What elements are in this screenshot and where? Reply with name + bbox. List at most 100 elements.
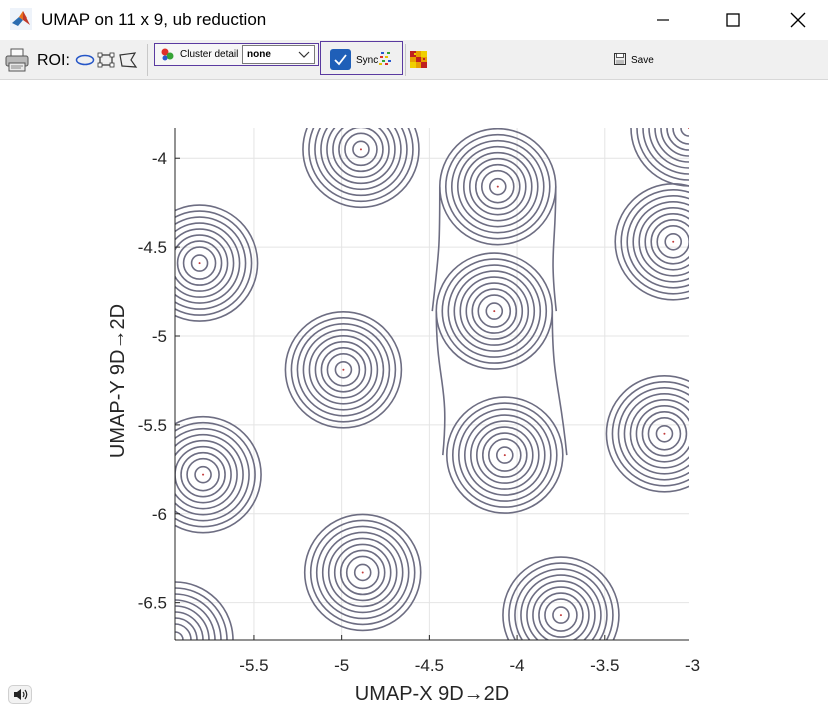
contour-line [552, 606, 570, 624]
contour-line [339, 549, 386, 596]
contour-line [456, 145, 539, 228]
x-tick-label: -3 [685, 656, 700, 675]
contour-line [309, 519, 416, 626]
maximize-icon [726, 13, 740, 27]
contour-line [474, 163, 521, 210]
contour-line [630, 128, 689, 187]
contour-line [444, 133, 551, 240]
contour-line [327, 537, 398, 608]
contour-line [450, 139, 545, 234]
contour-line [431, 186, 441, 312]
contour-line [175, 204, 259, 322]
contour-line [190, 254, 209, 272]
cluster-detail-select[interactable]: none [242, 45, 315, 64]
sync-label: Sync [356, 55, 379, 66]
contour-line [176, 240, 223, 286]
contour-line [320, 346, 367, 393]
contour-line [314, 128, 408, 197]
contour-line [617, 386, 689, 481]
contour-line [611, 380, 689, 487]
contour-line [551, 311, 568, 456]
contour-line [644, 212, 689, 271]
contour-line [496, 446, 514, 464]
contour-line [446, 396, 564, 514]
contour-line [308, 128, 414, 203]
contour-line [526, 580, 596, 640]
sync-control: Sync [320, 41, 403, 75]
cluster-detail-label: Cluster detail [180, 49, 239, 60]
contour-line [332, 128, 390, 179]
speaker-button[interactable] [8, 685, 32, 704]
x-tick-label: -4 [510, 656, 525, 675]
contour-line [464, 414, 546, 496]
contour-line [326, 128, 396, 185]
x-axis-label: UMAP-X 9D→2D [355, 683, 509, 704]
cluster-center-point [493, 310, 496, 313]
cluster-center-point [663, 432, 666, 435]
contour-line [296, 322, 391, 417]
contour-line [182, 246, 217, 280]
contour-line [302, 128, 420, 209]
minimize-button[interactable] [628, 0, 698, 40]
y-tick-label: -4.5 [138, 238, 167, 257]
contour-line [485, 302, 504, 320]
contour-line [477, 294, 512, 328]
contour-line [656, 224, 689, 259]
speaker-icon [14, 689, 28, 700]
contour-line [476, 426, 534, 484]
contour-line [482, 432, 528, 478]
sync-colors-icon [379, 52, 391, 65]
ellipse-roi-icon[interactable] [75, 53, 95, 67]
contour-line [632, 200, 689, 283]
contour-line [326, 352, 361, 387]
minimize-icon [657, 19, 669, 21]
cluster-detail-control: Cluster detail none [154, 43, 319, 66]
contour-line [520, 574, 602, 640]
close-button[interactable] [768, 0, 828, 40]
maximize-button[interactable] [698, 0, 768, 40]
contour-line [175, 439, 238, 510]
cluster-center-point [503, 454, 506, 457]
contour-line [186, 457, 220, 492]
contour-line [471, 288, 518, 334]
contour-line [502, 556, 620, 640]
y-tick-label: -6 [152, 505, 167, 524]
contour-line [552, 186, 558, 312]
printer-icon[interactable] [4, 47, 30, 73]
contour-line [453, 270, 536, 352]
contour-line [620, 188, 689, 295]
contour-line [655, 424, 674, 443]
contour-line [508, 562, 614, 640]
contour-line [302, 328, 385, 411]
heatmap-icon[interactable] [410, 51, 427, 68]
umap-contour-plot[interactable]: -5.5 -5 -4.5 -4 -3.5 -3 -4 -4.5 -5 -5.5 -6 -6.5 UMAP… [0, 80, 828, 704]
contour-line [321, 531, 404, 614]
rectangle-roi-icon[interactable] [97, 52, 115, 68]
contour-line [180, 451, 226, 498]
cluster-center-point [672, 240, 675, 243]
contour-line [447, 264, 542, 358]
sync-checkbox[interactable] [330, 49, 351, 70]
contour-line [441, 258, 548, 364]
contour-line [470, 420, 540, 490]
contour-line [647, 416, 682, 451]
polygon-roi-icon[interactable] [118, 51, 138, 69]
save-button[interactable]: Save [612, 51, 662, 69]
contour-line [605, 374, 689, 493]
contour-line [308, 334, 379, 405]
close-icon [790, 12, 806, 28]
contour-line [175, 210, 253, 316]
contour-line [333, 543, 392, 602]
cluster-center-point [342, 368, 345, 371]
cluster-icon [161, 48, 174, 61]
x-tick-label: -4.5 [415, 656, 444, 675]
contour-line [290, 316, 397, 423]
contour-line [458, 408, 552, 502]
contour-line [650, 218, 689, 265]
contour-line [303, 513, 422, 632]
contour-line [488, 177, 507, 196]
title-bar: UMAP on 11 x 9, ub reduction [0, 0, 828, 40]
contour-line [459, 276, 530, 346]
contour-line [352, 140, 370, 159]
